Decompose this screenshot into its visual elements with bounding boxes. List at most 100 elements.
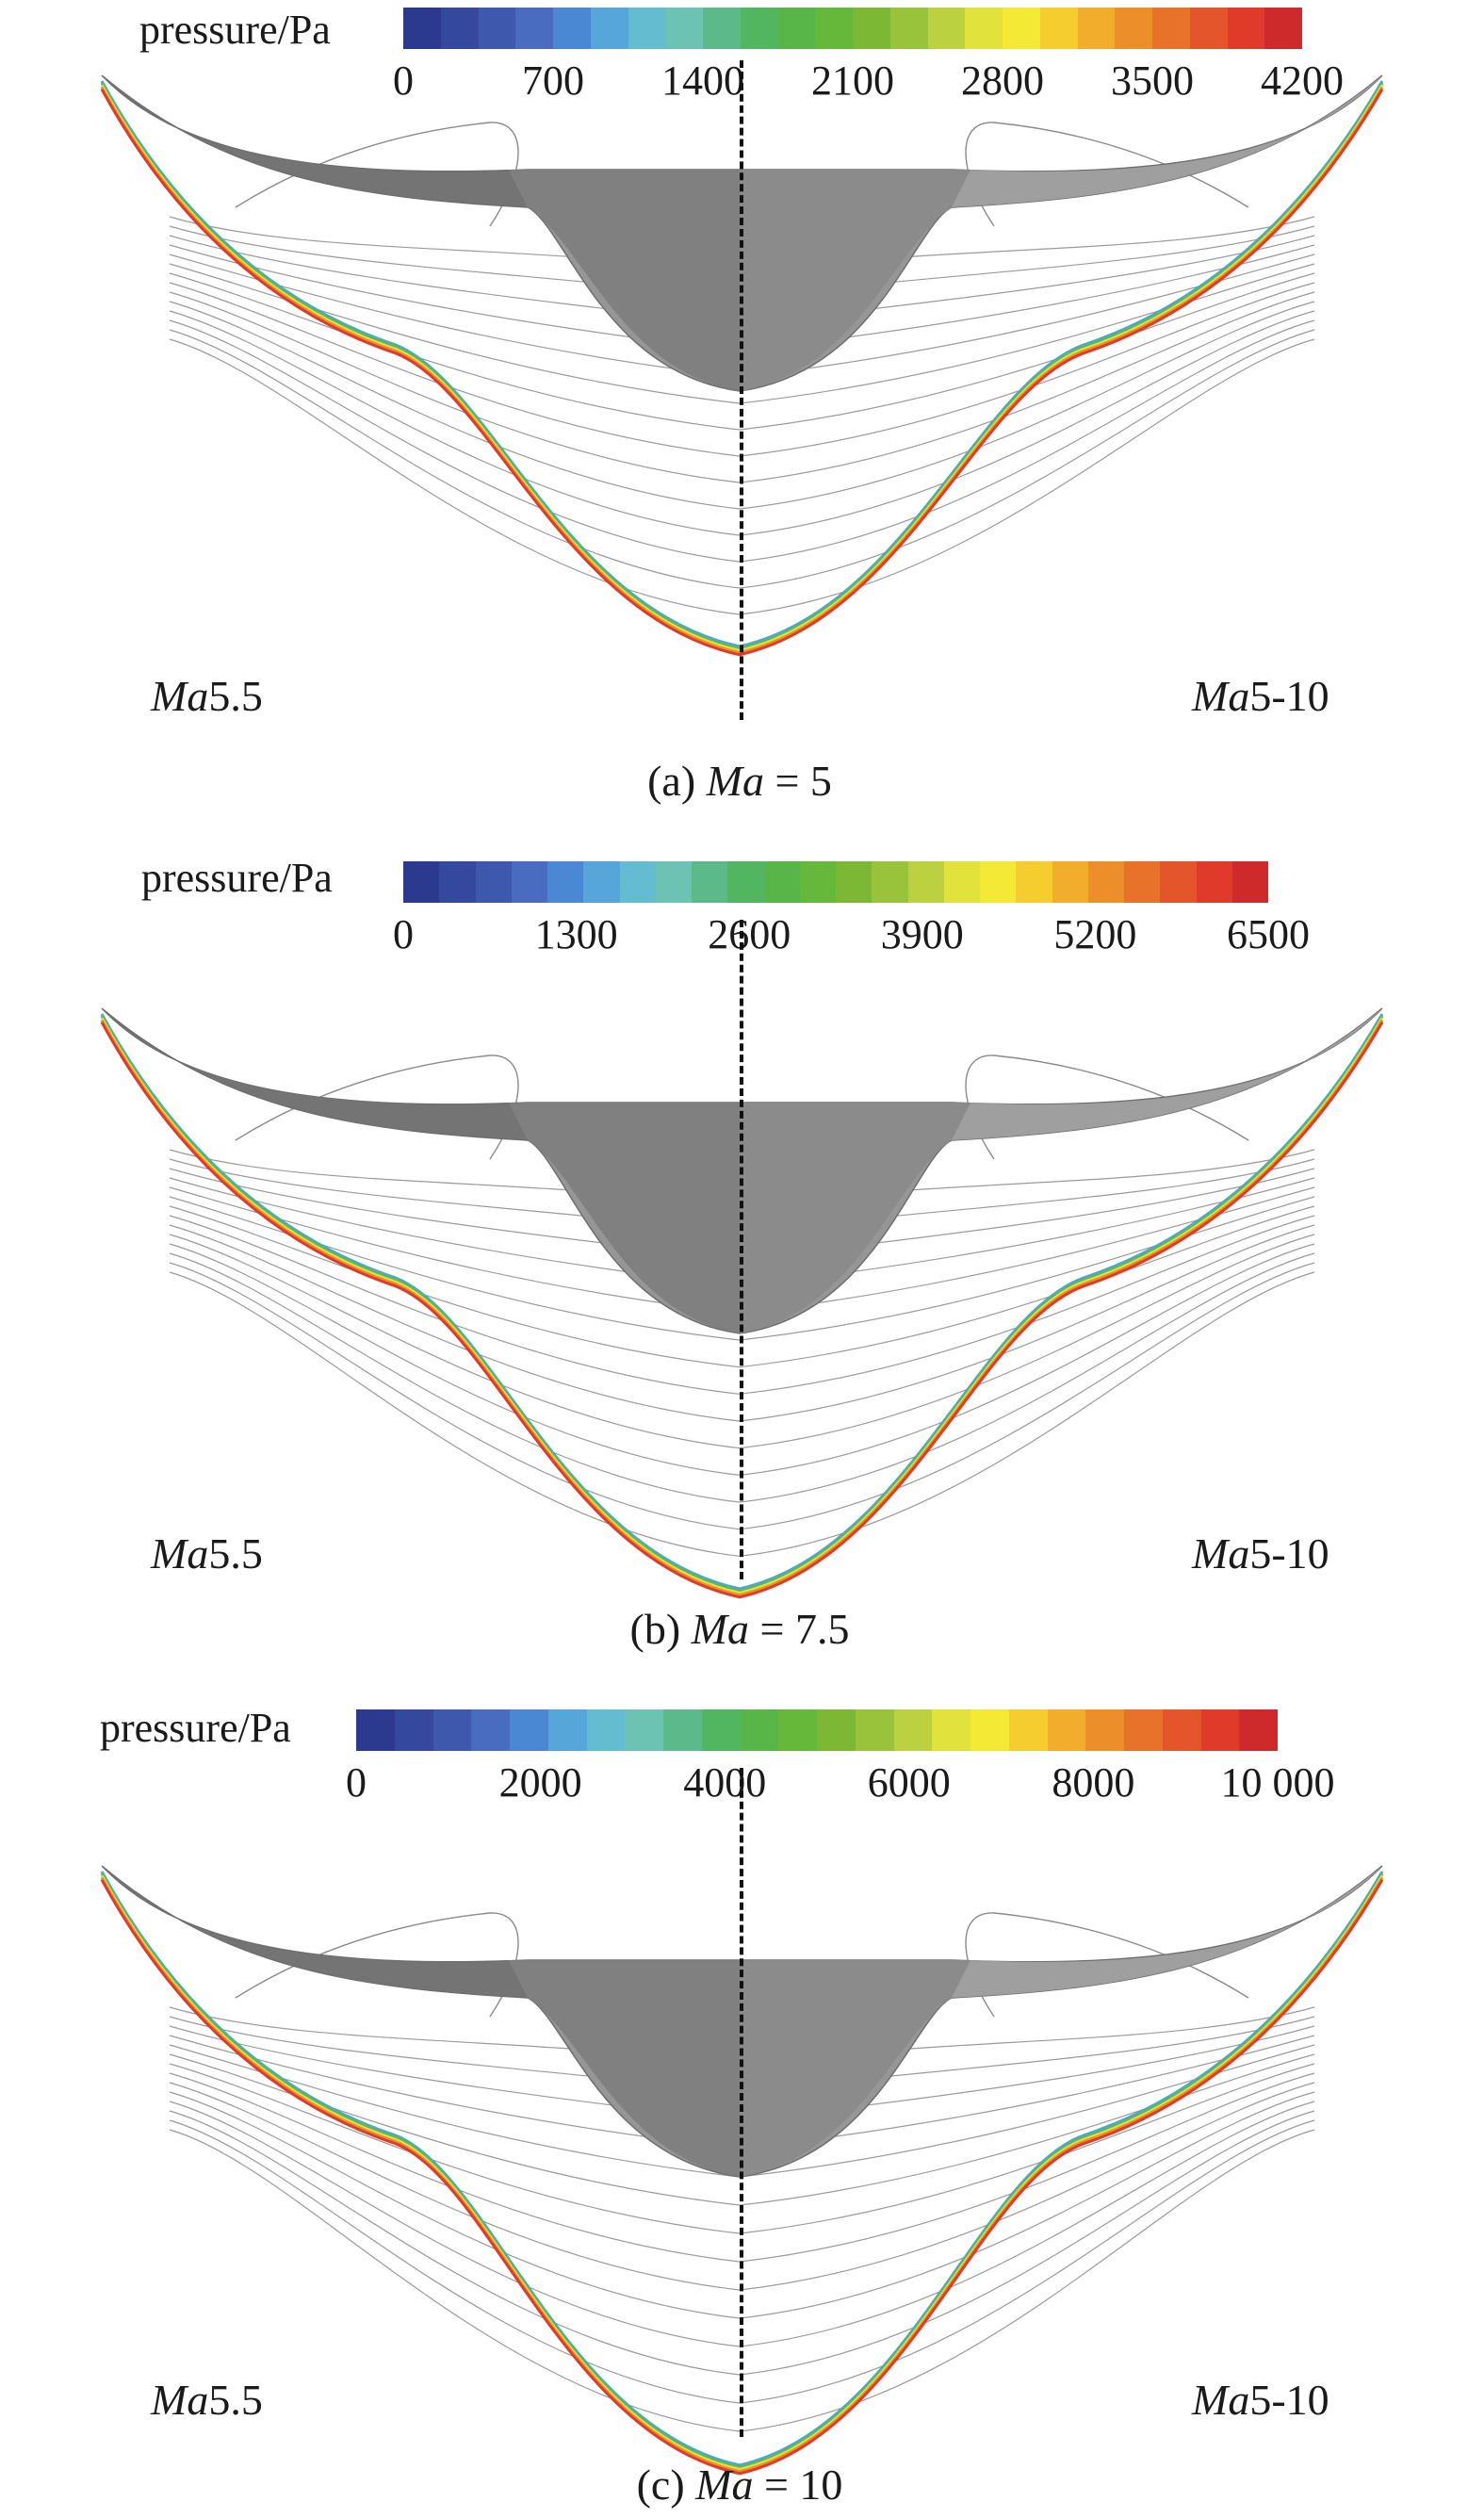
colorbar-segment [1239, 1709, 1278, 1751]
body-facet [952, 1866, 1382, 1998]
colorbar-segment [655, 861, 692, 903]
panel-caption: (c) Ma = 10 [636, 2461, 843, 2509]
left-case-label: Ma5.5 [151, 672, 263, 720]
colorbar-segment [1124, 1709, 1163, 1751]
colorbar-segment [815, 8, 853, 49]
colorbar-segment [478, 8, 516, 49]
colorbar-segment [403, 861, 440, 903]
colorbar-segment [927, 8, 966, 49]
right-case-label: Ma5-10 [1192, 2376, 1329, 2424]
colorbar [403, 861, 1268, 903]
colorbar-segment [663, 1709, 702, 1751]
body-facet [952, 1008, 1382, 1140]
shock-band [100, 1015, 1384, 1593]
colorbar-segment [853, 8, 890, 49]
colorbar-segment [619, 861, 656, 903]
right-case-label: Ma5-10 [1192, 1529, 1329, 1578]
colorbar-segment [590, 8, 628, 49]
colorbar-segment [586, 1709, 626, 1751]
colorbar-segment [583, 861, 620, 903]
colorbar-segment [817, 1709, 856, 1751]
colorbar-segment [1039, 8, 1078, 49]
right-case-label: Ma5-10 [1192, 672, 1329, 720]
colorbar-segment [1115, 8, 1152, 49]
colorbar-segment [836, 861, 872, 903]
colorbar-segment [872, 861, 908, 903]
colorbar-segment [1264, 8, 1302, 49]
colorbar-segment [1124, 861, 1161, 903]
shock-band [100, 1879, 1384, 2476]
shock-band [100, 1019, 1384, 1597]
panel-caption: (b) Ma = 7.5 [629, 1605, 850, 1653]
colorbar-segment [893, 1709, 933, 1751]
colorbar-segment [1047, 1709, 1086, 1751]
shock-band [100, 1876, 1384, 2474]
colorbar-segment [1052, 861, 1088, 903]
colorbar-segment [1016, 861, 1052, 903]
symmetry-divider [740, 920, 743, 1579]
body-facet [102, 1008, 528, 1140]
colorbar-tick-label: 0 [393, 911, 414, 957]
colorbar-segment [1152, 8, 1190, 49]
colorbar-segment [1196, 861, 1232, 903]
colorbar-tick-label: 6000 [867, 1759, 951, 1806]
colorbar-title: pressure/Pa [141, 855, 333, 901]
colorbar-segment [1008, 1709, 1048, 1751]
colorbar-segment [439, 861, 476, 903]
colorbar-segment [970, 1709, 1009, 1751]
body-facet [509, 170, 740, 391]
colorbar-segment [932, 1709, 970, 1751]
colorbar-segment [943, 861, 980, 903]
colorbar-tick-label: 4000 [683, 1759, 767, 1806]
colorbar-segment [394, 1709, 433, 1751]
colorbar-tick-label: 2100 [811, 57, 894, 104]
body-facet [509, 1960, 740, 2177]
left-case-label: Ma5.5 [151, 2376, 263, 2424]
panel-caption: (a) Ma = 5 [647, 757, 832, 805]
colorbar-segment [701, 1709, 741, 1751]
colorbar-segment [855, 1709, 894, 1751]
colorbar-segment [1227, 8, 1265, 49]
panel-b: pressure/Pa 0 1300 2600 3900 5200 6500 Ma5.5 … [0, 829, 1484, 1677]
body-facet [740, 1960, 970, 2177]
colorbar-tick-label: 2800 [961, 57, 1044, 104]
colorbar-tick-label: 6500 [1227, 911, 1310, 957]
body-facet [952, 75, 1382, 207]
colorbar-segment [907, 861, 944, 903]
shock-band [100, 1872, 1384, 2469]
colorbar-title: pressure/Pa [100, 1705, 291, 1751]
colorbar [403, 8, 1302, 49]
colorbar-segment [1085, 1709, 1124, 1751]
colorbar-segment [1162, 1709, 1201, 1751]
body-facet [102, 75, 528, 207]
colorbar-segment [403, 8, 441, 49]
colorbar-segment [1200, 1709, 1240, 1751]
body-facet [102, 1866, 528, 1998]
colorbar-title: pressure/Pa [139, 7, 331, 53]
colorbar-segment [740, 1709, 779, 1751]
colorbar-tick-label: 10 000 [1220, 1759, 1335, 1806]
panel-a: pressure/Pa 0 700 1400 2100 2800 3500 4200 Ma5… [0, 0, 1484, 829]
colorbar-segment [1189, 8, 1228, 49]
colorbar-segment [763, 861, 800, 903]
colorbar-segment [965, 8, 1003, 49]
colorbar-segment [740, 8, 778, 49]
symmetry-divider [740, 60, 743, 720]
colorbar-segment [665, 8, 703, 49]
body-facet [509, 1103, 740, 1333]
panel-c: pressure/Pa 0 2000 4000 6000 8000 10 000 Ma5.… [0, 1677, 1484, 2518]
colorbar-tick-label: 1300 [534, 911, 618, 957]
colorbar-segment [553, 8, 591, 49]
colorbar-segment [703, 8, 741, 49]
colorbar-segment [510, 1709, 548, 1751]
colorbar-segment [980, 861, 1017, 903]
colorbar-segment [799, 861, 836, 903]
colorbar-segment [1160, 861, 1197, 903]
colorbar-segment [625, 1709, 663, 1751]
colorbar-tick-label: 1400 [661, 57, 744, 104]
colorbar-segment [511, 861, 547, 903]
colorbar-segment [432, 1709, 472, 1751]
colorbar-segment [628, 8, 666, 49]
colorbar [356, 1709, 1278, 1751]
colorbar-tick-label: 3500 [1111, 57, 1194, 104]
